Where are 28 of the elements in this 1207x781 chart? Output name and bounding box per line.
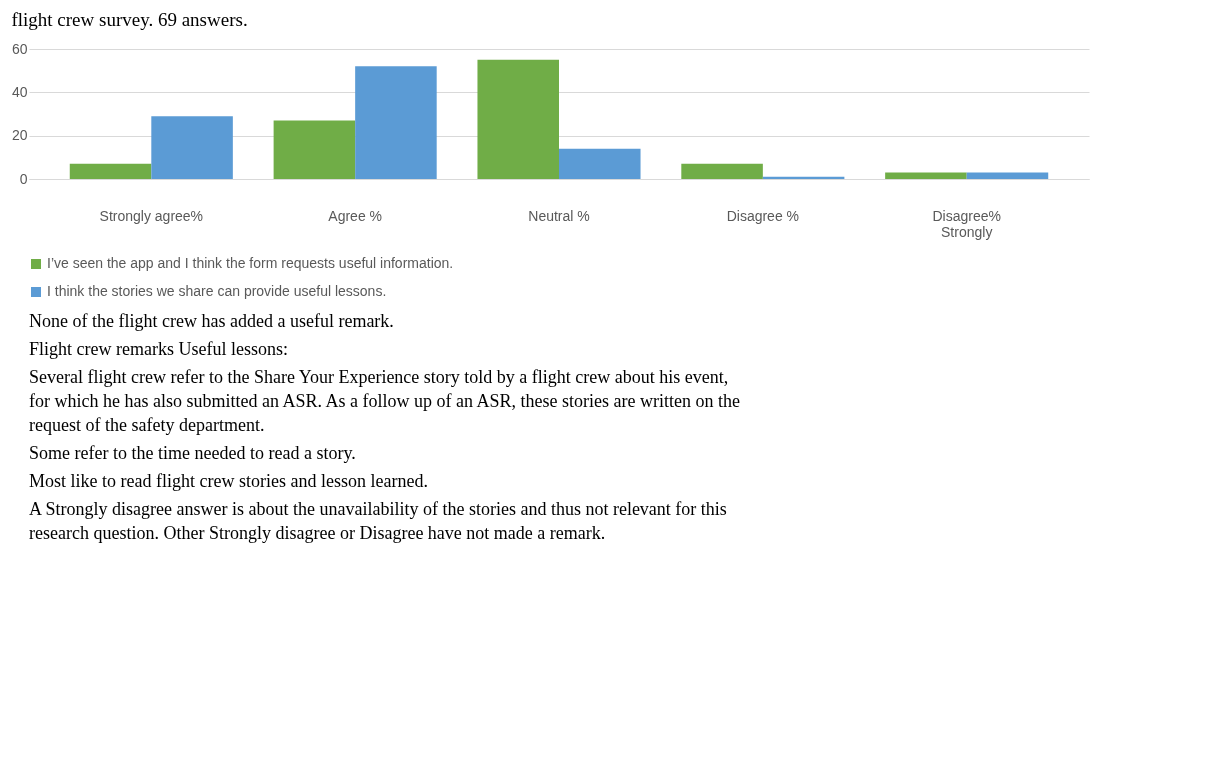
bar xyxy=(966,172,1049,179)
text: Flight crew remarks Useful lessons: xyxy=(29,339,288,359)
bar xyxy=(477,59,559,179)
x-tick-label: Disagree% Strongly xyxy=(932,207,1001,240)
legend-label: I think the stories we share can provide useful lessons. xyxy=(47,283,387,299)
chart-title: flight crew survey. 69 answers. xyxy=(11,9,248,30)
y-tick-label: 20 xyxy=(11,127,28,144)
x-tick-label: Neutral % xyxy=(528,207,590,224)
text: None of the flight crew has added a useful remark. xyxy=(29,311,394,331)
bar xyxy=(273,120,356,179)
bar xyxy=(355,66,437,179)
text: A Strongly disagree answer is about the unavailability of the stories and thus not relevant for this research question. Other Strongly disagree or Disagree have not made a remark. xyxy=(29,499,727,543)
legend-label: I’ve seen the app and I think the form requests useful information. xyxy=(47,255,454,271)
y-tick-label: 40 xyxy=(11,83,28,100)
text: Several flight crew refer to the Share Your Experience story told by a flight crew about his event, for which he has also submitted an ASR. As a follow up of an ASR, these stories are written on the request of the safety department. xyxy=(29,367,740,435)
y-tick-label: 60 xyxy=(11,40,28,57)
bar xyxy=(762,176,845,179)
bar xyxy=(151,116,233,179)
x-tick-label: Strongly agree% xyxy=(99,207,204,224)
text: Some refer to the time needed to read a story. xyxy=(29,443,356,463)
x-tick-label: Disagree % xyxy=(726,207,800,224)
y-tick-label: 0 xyxy=(19,170,28,187)
bar xyxy=(69,163,152,179)
x-tick-label: Agree % xyxy=(328,207,383,224)
bar xyxy=(885,172,967,179)
text: Most like to read flight crew stories and lesson learned. xyxy=(29,471,428,491)
bar xyxy=(559,148,641,179)
bar xyxy=(681,163,763,179)
